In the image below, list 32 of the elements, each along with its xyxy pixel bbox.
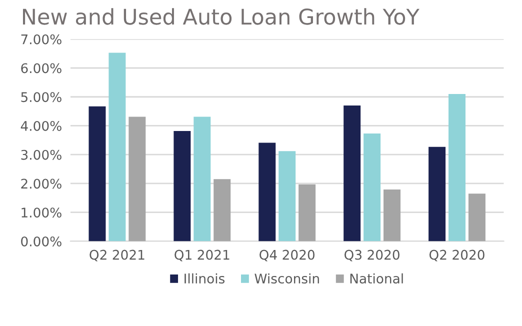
- bar: [128, 116, 146, 242]
- x-tick-label: Q4 2020: [260, 250, 314, 262]
- bar: [108, 52, 126, 242]
- legend-label: Wisconsin: [254, 273, 319, 284]
- chart-title: New and Used Auto Loan Growth YoY: [22, 8, 420, 25]
- x-tick-label: Q2 2020: [429, 250, 484, 262]
- x-tick-label: Q2 2021: [90, 250, 144, 262]
- x-tick-label: Q3 2020: [344, 250, 400, 262]
- bar: [174, 130, 191, 242]
- bar: [344, 106, 361, 242]
- bar: [384, 190, 401, 242]
- y-tick-label: 2.00%: [21, 178, 62, 189]
- y-tick-label: 7.00%: [21, 34, 62, 44]
- bar: [448, 94, 466, 242]
- bar: [258, 142, 276, 242]
- bar: [88, 106, 106, 242]
- bar: [364, 134, 381, 242]
- bar: [428, 146, 446, 242]
- bar: [194, 116, 211, 242]
- y-tick-label: 1.00%: [22, 208, 62, 218]
- bar: [298, 184, 316, 242]
- x-tick-label: Q1 2021: [174, 250, 230, 262]
- y-tick-label: 6.00%: [21, 63, 62, 74]
- bar: [278, 151, 296, 242]
- legend-label: Illinois: [184, 273, 225, 284]
- y-tick-label: 4.00%: [20, 120, 62, 131]
- y-tick-label: 5.00%: [21, 92, 62, 102]
- y-tick-label: 0.00%: [21, 236, 62, 246]
- legend-label: National: [350, 273, 403, 284]
- bar: [468, 194, 486, 242]
- y-tick-label: 3.00%: [21, 150, 62, 160]
- bar: [214, 179, 231, 242]
